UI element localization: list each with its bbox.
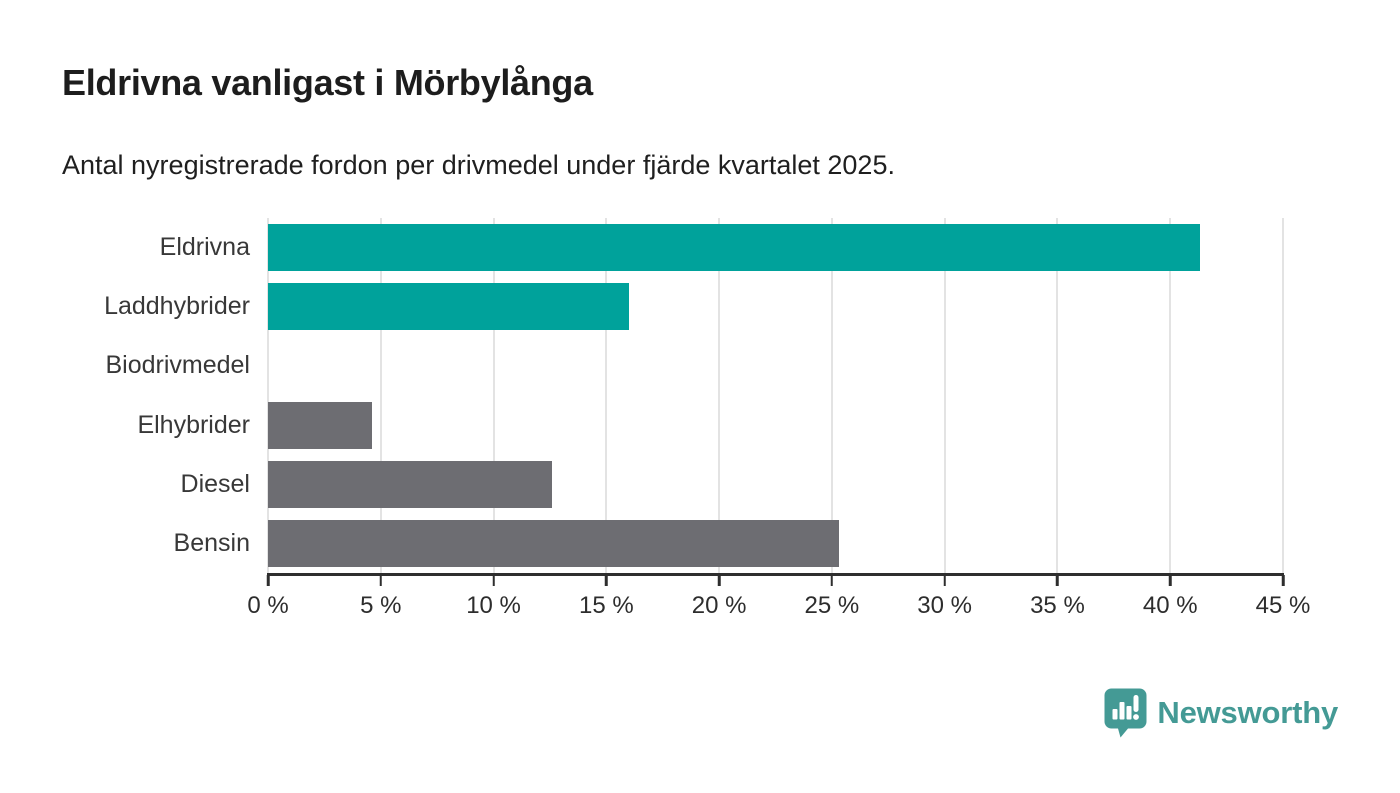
axis-tick [943,575,946,586]
x-tick-label: 25 % [804,592,860,619]
category-label: Diesel [180,469,250,498]
gridline [718,218,721,573]
plot-area: 0 % 5 % 10 % 15 % 20 % 25 % 30 % 35 % 40 % 45 % [247,218,1310,619]
chart-subtitle: Antal nyregistrerade fordon per drivmede… [62,150,895,180]
gridline [830,218,833,573]
category-labels: Eldrivna Laddhybrider Biodrivmedel Elhybrid… [0,218,250,573]
newsworthy-logo-icon [1104,688,1147,738]
bar-row [268,336,1283,395]
bar-row [268,396,1283,455]
gridline [267,218,269,573]
x-tick-label: 40 % [1142,592,1198,619]
x-tick-label: 20 % [691,592,747,619]
gridline [943,218,946,573]
x-axis-line [267,573,1284,576]
gridline [1169,218,1172,573]
gridline [379,218,382,573]
bar [268,519,839,567]
category-label: Elhybrider [137,410,250,439]
axis-tick [830,575,834,586]
gridline [1056,218,1059,573]
axis-tick [717,575,721,586]
x-tick-label: 0 % [247,592,289,619]
gridline [605,218,608,573]
category-label: Eldrivna [159,233,250,262]
axis-tick [492,575,495,586]
chart-title: Eldrivna vanligast i Mörbylånga [62,62,593,103]
bar-row [268,277,1283,336]
bar [268,283,629,331]
x-tick-label: 30 % [917,592,973,619]
gridline [1282,218,1284,573]
axis-tick [379,575,383,586]
bar [268,460,553,508]
x-tick-label: 45 % [1255,592,1311,619]
category-label: Biodrivmedel [105,351,250,380]
bar-row [268,514,1283,573]
axis-tick [605,575,608,586]
category-label: Laddhybrider [104,292,250,321]
x-tick-label: 15 % [578,592,634,619]
x-tick-label: 10 % [466,592,521,619]
bar-row [268,455,1283,514]
newsworthy-logo-text: Newsworthy [1157,695,1338,730]
x-tick-label: 5 % [360,592,402,619]
category-label: Bensin [173,528,250,557]
newsworthy-logo: Newsworthy [1104,688,1338,738]
axis-tick [266,575,270,586]
bar [268,224,1200,271]
gridline [492,218,495,573]
axis-tick [1281,575,1285,586]
axis-tick [1056,575,1059,586]
axis-tick [1168,575,1172,586]
bar [268,401,372,449]
bar-row [268,218,1283,277]
x-tick-label: 35 % [1030,592,1085,619]
